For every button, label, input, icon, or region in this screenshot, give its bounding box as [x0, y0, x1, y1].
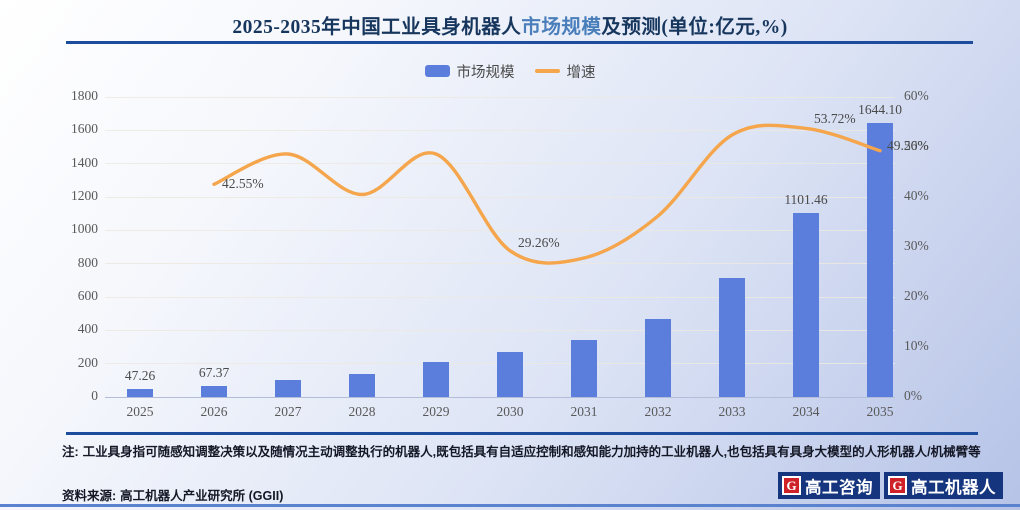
- market-size-bar: [571, 339, 597, 397]
- market-size-bar: [127, 389, 153, 397]
- gridline: [105, 229, 895, 231]
- logo-gaogong-robot: G 高工机器人: [884, 472, 1003, 499]
- growth-rate-point-label: 29.26%: [518, 234, 560, 250]
- bottom-border: [0, 504, 1020, 507]
- right-axis-tick-label: 60%: [904, 88, 929, 103]
- legend-item-growth-rate[interactable]: 增速: [534, 61, 596, 82]
- x-axis-category-label: 2033: [718, 404, 746, 419]
- market-size-bar: [793, 213, 819, 397]
- right-axis-tick-label: 0%: [904, 388, 922, 403]
- left-axis-tick-label: 1200: [71, 188, 98, 203]
- x-axis-line: [105, 396, 895, 398]
- title-highlight: 市场规模: [521, 17, 602, 38]
- line-series-swatch-icon: [534, 69, 560, 73]
- bar-value-label: 67.37: [198, 364, 230, 380]
- bar-series-swatch-icon: [424, 65, 450, 77]
- market-size-bar: [645, 318, 671, 397]
- logo-text-robot: 高工机器人: [911, 478, 996, 497]
- x-axis-category-label: 2027: [274, 404, 302, 419]
- source-line: 资料来源: 高工机器人产业研究所 (GGII): [62, 485, 283, 504]
- title-suffix: 及预测(单位:亿元,%): [601, 17, 788, 38]
- footnote-text: 工业具身指可随感知调整决策以及随情况主动调整执行的机器人,既包括具有自适应控制和…: [82, 445, 981, 459]
- market-size-bar: [497, 352, 523, 397]
- market-size-bar: [349, 373, 375, 397]
- right-axis-tick-label: 20%: [904, 288, 929, 303]
- market-size-bar: [423, 362, 449, 397]
- right-axis-tick-label: 40%: [904, 188, 929, 203]
- x-axis-category-label: 2026: [200, 404, 228, 419]
- x-axis-category-label: 2035: [866, 404, 894, 419]
- x-axis-category-label: 2030: [496, 404, 524, 419]
- gridline: [105, 96, 895, 98]
- left-axis-tick-label: 1400: [71, 154, 98, 170]
- logo-text-consulting: 高工咨询: [805, 478, 873, 497]
- x-axis-category-label: 2034: [792, 404, 820, 419]
- left-axis-tick-label: 1000: [71, 221, 98, 237]
- right-axis-tick-label: 10%: [904, 338, 929, 353]
- bar-value-label: 1644.10: [858, 101, 902, 117]
- gridline: [105, 129, 895, 131]
- growth-rate-point-label: 42.55%: [222, 176, 264, 192]
- left-axis-tick-label: 1600: [71, 121, 98, 137]
- right-axis-tick-label: 30%: [904, 238, 929, 253]
- bar-value-label: 47.26: [124, 368, 156, 384]
- bar-value-label: 1101.46: [784, 192, 828, 208]
- brand-logos: G 高工咨询 G 高工机器人: [778, 472, 1003, 499]
- gridline: [105, 296, 895, 298]
- x-axis-category-label: 2029: [422, 404, 450, 419]
- left-axis-tick-label: 600: [77, 288, 98, 303]
- legend-label-growth-rate: 增速: [566, 64, 596, 81]
- chart-legend: 市场规模 增速: [0, 61, 1020, 81]
- source-text: 高工机器人产业研究所 (GGII): [120, 489, 284, 503]
- gridline: [105, 329, 895, 331]
- source-label: 资料来源:: [62, 489, 117, 503]
- left-axis-tick-label: 0: [91, 388, 98, 403]
- g-badge-icon: G: [782, 476, 801, 495]
- market-size-bar: [201, 385, 227, 397]
- right-axis-tick-label: 50%: [904, 138, 929, 153]
- footer-divider: [66, 432, 978, 435]
- legend-item-market-size[interactable]: 市场规模: [424, 61, 515, 82]
- page-title: 2025-2035年中国工业具身机器人市场规模及预测(单位:亿元,%): [0, 10, 1020, 39]
- left-axis-tick-label: 200: [77, 354, 98, 370]
- gridline: [105, 263, 895, 265]
- title-divider: [66, 41, 973, 44]
- market-size-bar: [719, 277, 745, 397]
- title-prefix: 2025-2035年中国工业具身机器人: [232, 17, 522, 38]
- left-axis-tick-label: 800: [77, 254, 98, 270]
- left-axis-tick-label: 400: [77, 321, 98, 337]
- x-axis-category-label: 2028: [348, 404, 376, 419]
- x-axis-category-label: 2032: [644, 404, 672, 419]
- combo-chart: 0 200 400 600 800 1000 1200 1400 1600 1800 0% 10% 20…: [71, 88, 929, 419]
- x-axis-category-label: 2031: [570, 404, 598, 419]
- gridline: [105, 163, 895, 165]
- growth-rate-point-label: 49.26%: [887, 137, 929, 153]
- logo-gaogong-consulting: G 高工咨询: [778, 472, 880, 499]
- market-size-bar: [867, 122, 893, 397]
- left-axis-tick-label: 1800: [71, 88, 98, 103]
- growth-rate-point-label: 53.72%: [814, 111, 856, 127]
- legend-label-market-size: 市场规模: [456, 64, 515, 81]
- footnote: 注: 工业具身指可随感知调整决策以及随情况主动调整执行的机器人,既包括具有自适应控…: [62, 441, 992, 460]
- x-axis-category-label: 2025: [126, 404, 154, 419]
- market-size-bar: [275, 380, 301, 397]
- g-badge-icon: G: [888, 476, 907, 495]
- footnote-label: 注:: [62, 445, 79, 459]
